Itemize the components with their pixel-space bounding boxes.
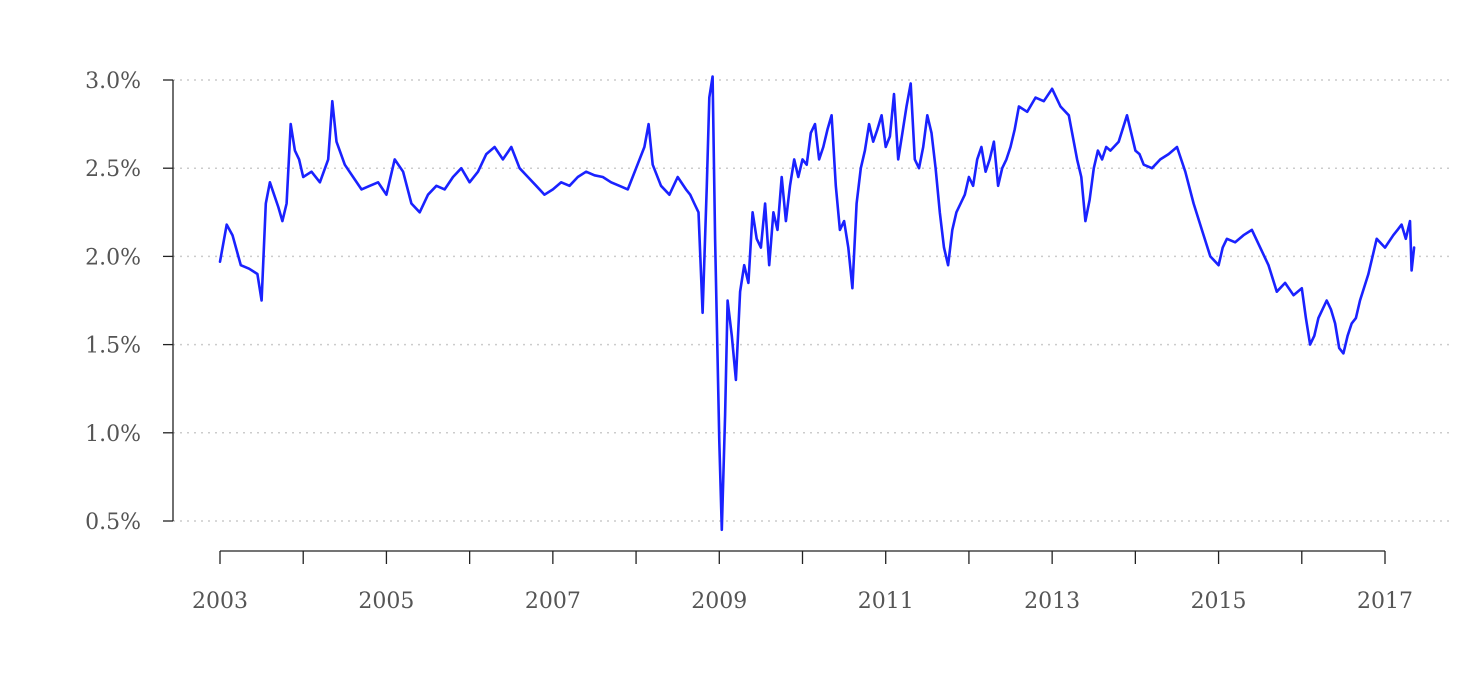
x-tick-label: 2009 — [691, 589, 747, 614]
grid-lines — [173, 79, 1452, 522]
x-tick-label: 2003 — [192, 589, 248, 614]
x-tick-label: 2011 — [858, 589, 914, 614]
y-tick-label: 2.5% — [85, 157, 141, 182]
y-tick-label: 1.5% — [85, 334, 141, 359]
y-tick-label: 1.0% — [85, 422, 141, 447]
y-tick-label: 3.0% — [85, 69, 141, 94]
series-line-0 — [218, 75, 1416, 532]
series — [218, 75, 1416, 532]
x-tick-label: 2015 — [1191, 589, 1247, 614]
axes: 0.5% 1.0% 1.5% 2.0% 2.5% 3.0% 2003 2005 2007 2009… — [85, 69, 1413, 614]
x-tick-label: 2007 — [525, 589, 581, 614]
x-tick-label: 2013 — [1024, 589, 1080, 614]
y-tick-label: 2.0% — [85, 245, 141, 270]
x-tick-label: 2005 — [358, 589, 414, 614]
x-tick-label: 2017 — [1357, 589, 1413, 614]
y-tick-label: 0.5% — [85, 510, 141, 535]
